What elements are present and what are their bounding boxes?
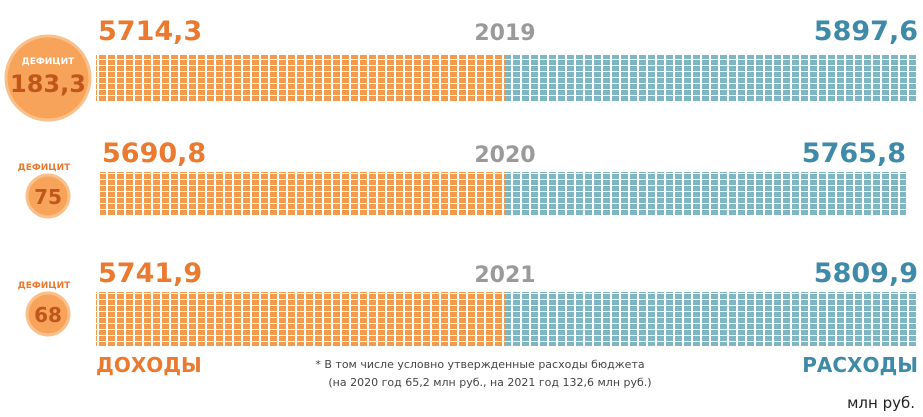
income-value: 5690,8	[102, 138, 206, 169]
expense-label: РАСХОДЫ	[802, 353, 918, 377]
income-bar	[96, 292, 505, 346]
income-value: 5714,3	[98, 16, 202, 47]
income-label: ДОХОДЫ	[96, 353, 202, 377]
year: 2021	[474, 263, 535, 288]
deficit-circle	[25, 291, 71, 337]
expense-value: 5765,8	[802, 138, 906, 169]
note-line: * В том числе условно утвержденные расхо…	[315, 358, 644, 371]
expense-value: 5809,9	[814, 258, 918, 289]
income-value: 5741,9	[98, 258, 202, 289]
deficit-circle	[4, 34, 92, 122]
expense-bar	[505, 55, 918, 101]
deficit-value: 183,3	[10, 70, 86, 98]
deficit-value: 75	[34, 185, 62, 209]
deficit-value: 68	[34, 303, 62, 327]
deficit-circle	[25, 173, 71, 219]
expense-value: 5897,6	[814, 16, 918, 47]
expense-bar	[505, 292, 918, 346]
income-bar	[96, 55, 505, 101]
rows: 5714,3 5897,6 2019 ДЕФИЦИТ 183,3 5690,8 5765,8…	[4, 16, 918, 346]
deficit-label: ДЕФИЦИТ	[18, 163, 72, 173]
deficit-label: ДЕФИЦИТ	[22, 57, 76, 67]
income-bar	[100, 172, 505, 216]
note-line: (на 2020 год 65,2 млн руб., на 2021 год …	[328, 376, 651, 389]
expense-bar	[505, 172, 906, 216]
deficit-label: ДЕФИЦИТ	[18, 281, 72, 291]
year: 2019	[474, 21, 535, 46]
year: 2020	[474, 143, 535, 168]
unit: млн руб.	[847, 394, 915, 412]
